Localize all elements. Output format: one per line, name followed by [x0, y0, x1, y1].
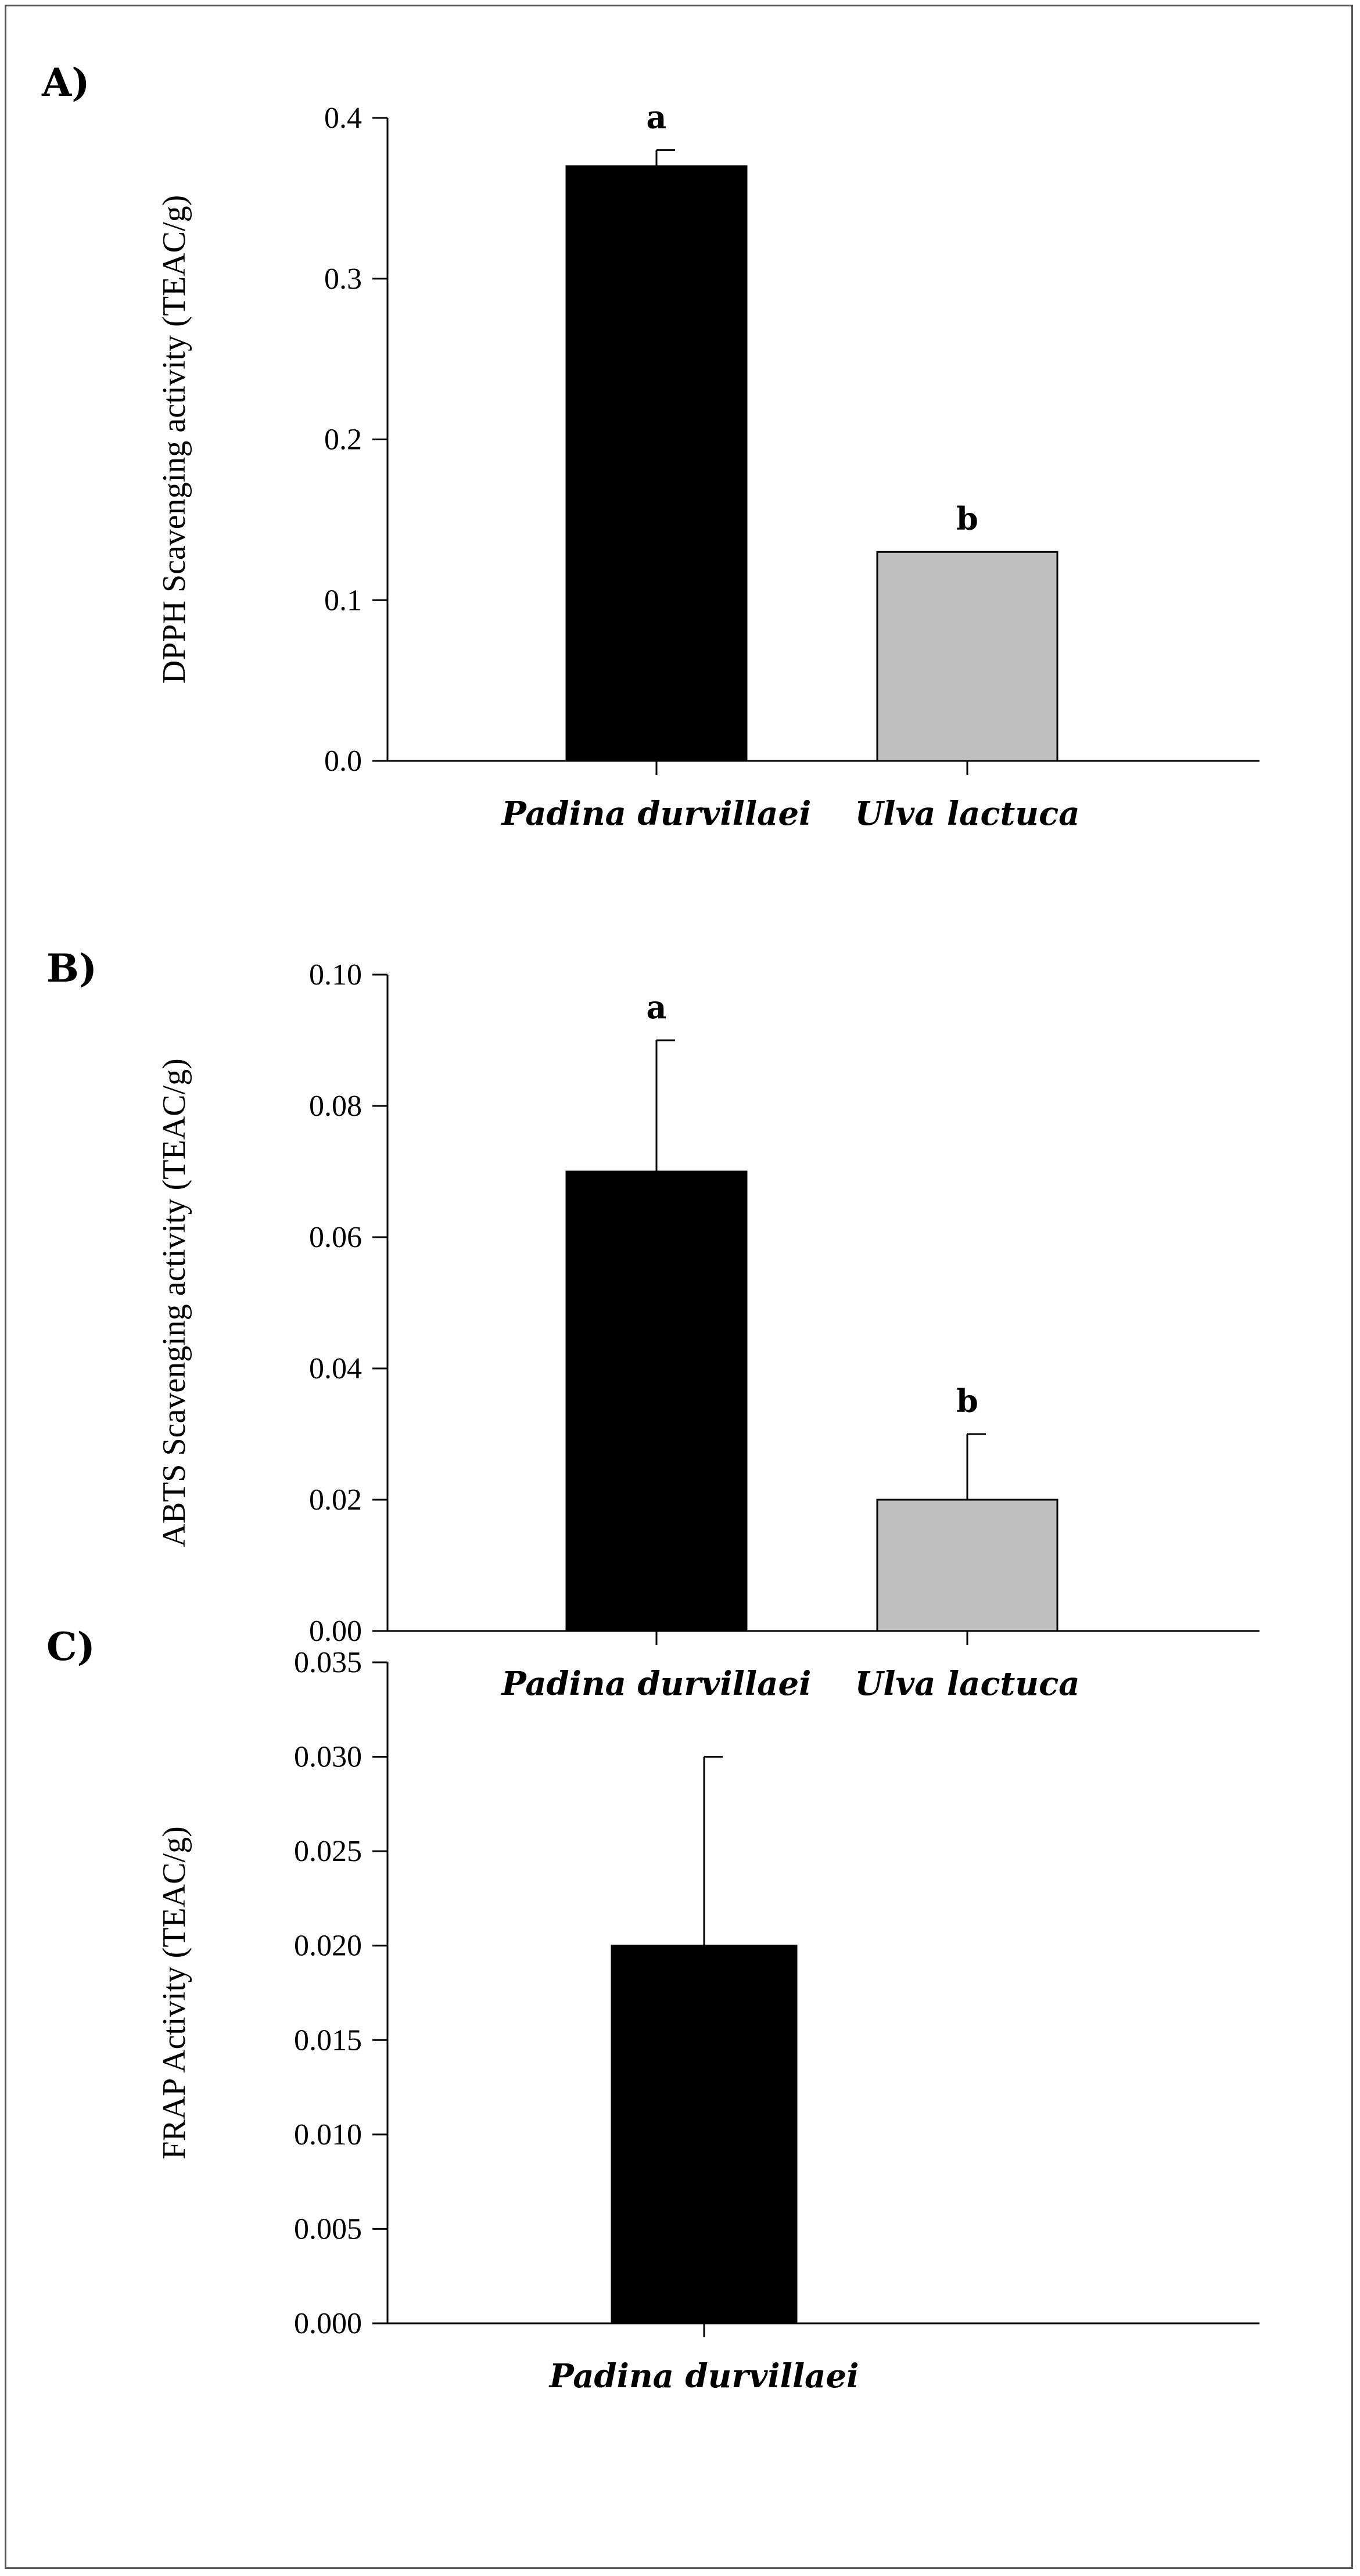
panel-b-significance-letter: b: [956, 1382, 978, 1420]
panel-c-y-tick-label: 0.015: [294, 2024, 362, 2057]
panel-a-y-tick-label: 0.2: [324, 423, 362, 457]
panel-b-y-tick-label: 0.04: [309, 1352, 362, 1385]
panel-c-label: C): [46, 1624, 95, 1669]
panel-a-y-tick-label: 0.0: [324, 745, 362, 778]
panel-c-y-axis-title: FRAP Activity (TEAC/g): [156, 1826, 192, 2160]
panel-a-category-label: Ulva lactuca: [855, 795, 1079, 833]
panel-a-y-tick-label: 0.1: [324, 584, 362, 617]
panel-b-y-tick-label: 0.10: [309, 958, 362, 991]
panel-c-bar-1: [611, 1945, 798, 2324]
panel-c-y-tick-label: 0.005: [294, 2212, 362, 2246]
panel-c-category-label: Padina durvillaei: [548, 2357, 859, 2395]
panel-a-y-axis-title: DPPH Scavenging activity (TEAC/g): [156, 195, 192, 684]
panel-b-label: B): [46, 946, 97, 991]
panel-b-y-tick-label: 0.02: [309, 1483, 362, 1517]
panel-b-y-tick-label: 0.06: [309, 1221, 362, 1254]
panel-b-y-axis-title: ABTS Scavenging activity (TEAC/g): [156, 1058, 192, 1547]
panel-c-y-tick-label: 0.000: [294, 2307, 362, 2340]
panel-c-y-tick-label: 0.020: [294, 1930, 362, 1963]
panel-c-y-tick-label: 0.030: [294, 1741, 362, 1774]
panel-a-y-tick-label: 0.4: [324, 102, 362, 135]
panel-c-y-tick-label: 0.010: [294, 2118, 362, 2151]
panel-b-bar-2: [876, 1499, 1058, 1632]
panel-a-bar-2: [876, 551, 1058, 762]
panel-b-y-tick-label: 0.00: [309, 1615, 362, 1648]
panel-c-y-tick-label: 0.035: [294, 1646, 362, 1679]
panel-c-y-tick-label: 0.025: [294, 1835, 362, 1868]
panel-a-bar-1: [565, 165, 748, 762]
panel-a-category-label: Padina durvillaei: [501, 795, 812, 833]
panel-b-category-label: Padina durvillaei: [501, 1665, 812, 1703]
panel-a-significance-letter: b: [956, 500, 978, 537]
panel-b-significance-letter: a: [647, 989, 667, 1026]
panel-b-y-tick-label: 0.08: [309, 1090, 362, 1123]
panel-a-label: A): [41, 60, 89, 105]
panel-b-bar-1: [565, 1170, 748, 1632]
panel-b-category-label: Ulva lactuca: [855, 1665, 1079, 1703]
panel-a-y-tick-label: 0.3: [324, 263, 362, 296]
panel-a-significance-letter: a: [647, 98, 667, 135]
